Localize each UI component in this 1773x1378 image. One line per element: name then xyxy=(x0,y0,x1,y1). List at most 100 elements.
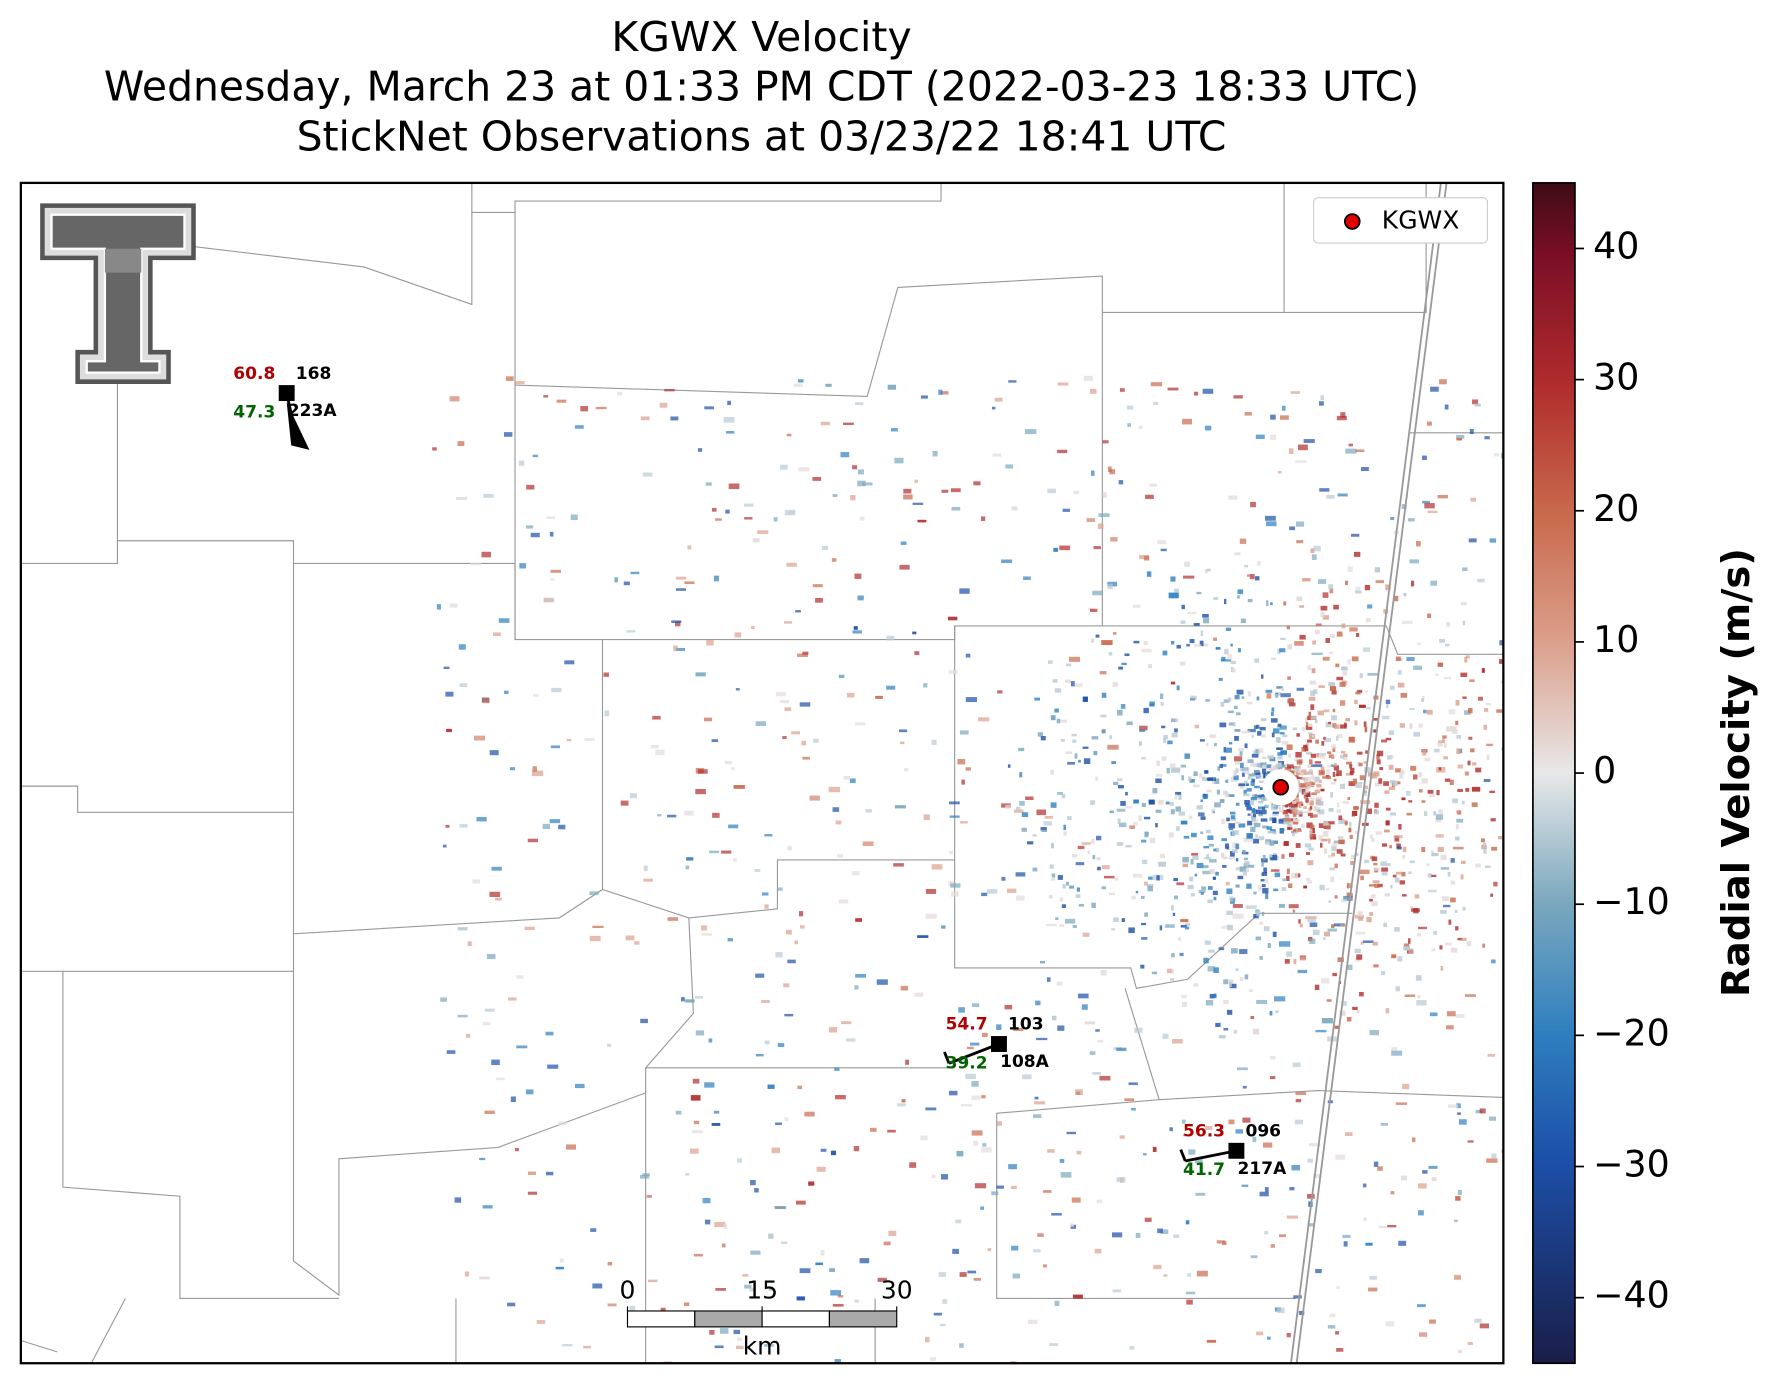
radar-gate xyxy=(1224,792,1230,798)
radar-gate xyxy=(1183,835,1190,839)
radar-gate xyxy=(1155,773,1163,777)
radar-gate xyxy=(476,817,487,822)
radar-gate xyxy=(800,925,805,929)
radar-gate xyxy=(1243,789,1247,795)
radar-gate xyxy=(1042,1264,1047,1268)
radar-gate xyxy=(1359,673,1363,679)
radar-gate xyxy=(1293,958,1297,965)
radar-gate xyxy=(1222,864,1227,868)
radar-gate xyxy=(1294,766,1301,769)
radar-gate xyxy=(1265,893,1269,900)
radar-gate xyxy=(1311,716,1317,720)
radar-gate xyxy=(1369,1275,1377,1280)
radar-gate xyxy=(1363,721,1367,727)
radar-gate xyxy=(1271,732,1275,738)
radar-gate xyxy=(1070,1223,1074,1227)
radar-gate xyxy=(1355,691,1361,695)
radar-gate xyxy=(589,935,601,942)
radar-gate xyxy=(1397,956,1403,962)
radar-gate xyxy=(528,1171,537,1175)
radar-gate xyxy=(1174,794,1178,800)
radar-gate xyxy=(1229,741,1233,745)
radar-gate xyxy=(701,925,707,931)
radar-gate xyxy=(1388,786,1396,790)
radar-gate xyxy=(754,1188,759,1193)
radar-gate xyxy=(1012,1273,1020,1279)
radar-gate xyxy=(459,683,468,688)
radar-gate xyxy=(1381,715,1390,720)
radar-gate xyxy=(1057,449,1068,454)
radar-gate xyxy=(1021,812,1029,818)
radar-gate xyxy=(1239,866,1246,872)
radar-gate xyxy=(440,997,447,1002)
radar-gate xyxy=(1280,415,1289,420)
radar-gate xyxy=(931,864,943,870)
radar-gate xyxy=(1257,561,1261,566)
radar-gate xyxy=(1369,898,1373,902)
radar-gate xyxy=(1418,1183,1427,1189)
radar-gate xyxy=(1354,948,1361,954)
radar-gate xyxy=(1233,770,1237,777)
radar-gate xyxy=(949,850,953,855)
radar-gate xyxy=(667,917,679,921)
radar-gate xyxy=(1220,701,1225,707)
colorbar-label: Radial Velocity (m/s) xyxy=(1714,548,1759,997)
radar-gate xyxy=(1006,888,1017,893)
radar-gate xyxy=(1251,778,1256,782)
radar-gate xyxy=(804,1111,815,1117)
radar-gate xyxy=(1252,819,1259,825)
radar-gate xyxy=(1116,1177,1126,1183)
radar-gate xyxy=(1266,693,1272,699)
radar-gate xyxy=(1060,738,1065,742)
radar-gate xyxy=(1063,831,1067,836)
radar-gate xyxy=(1242,1117,1251,1123)
radar-gate xyxy=(898,729,908,733)
radar-gate xyxy=(1464,771,1469,776)
radar-gate xyxy=(1116,778,1123,781)
radar-gate xyxy=(925,888,937,894)
radar-gate xyxy=(650,745,659,749)
radar-gate xyxy=(1021,827,1027,832)
radar-gate xyxy=(1390,517,1395,520)
radar-gate xyxy=(1235,968,1239,971)
radar-gate xyxy=(446,1050,456,1054)
radar-gate xyxy=(1295,460,1307,463)
radar-gate xyxy=(1499,640,1504,646)
radar-gate xyxy=(1310,763,1313,766)
radar-gate xyxy=(1042,1190,1052,1193)
radar-gate xyxy=(1232,913,1244,919)
radar-gate xyxy=(1176,826,1180,832)
radar-gate xyxy=(1284,959,1290,964)
radar-gate xyxy=(1341,666,1348,671)
radar-gate xyxy=(1252,794,1258,799)
radar-gate xyxy=(1387,1224,1397,1228)
radar-gate xyxy=(1294,758,1299,762)
radar-gate xyxy=(813,738,819,743)
radar-gate xyxy=(1193,784,1200,788)
radar-gate xyxy=(1336,415,1347,421)
radar-gate xyxy=(1205,999,1214,1006)
radar-gate xyxy=(1261,794,1266,797)
radar-gate xyxy=(1097,866,1101,871)
radar-gate xyxy=(1318,579,1327,584)
radar-gate xyxy=(1008,380,1017,383)
radar-gate xyxy=(1398,1240,1407,1246)
radar-gate xyxy=(1307,764,1312,768)
radar-gate xyxy=(1409,707,1415,711)
radar-gate xyxy=(1240,762,1244,768)
radar-gate xyxy=(853,1146,860,1152)
radar-gate xyxy=(1292,1062,1301,1068)
radar-gate xyxy=(965,767,971,771)
radar-gate xyxy=(1183,575,1195,579)
radar-gate xyxy=(1359,991,1364,997)
radar-gate xyxy=(1300,772,1304,776)
radar-gate xyxy=(1461,800,1465,805)
radar-gate xyxy=(1418,772,1422,778)
radar-gate xyxy=(1286,744,1293,751)
radar-gate xyxy=(1261,884,1266,888)
radar-gate xyxy=(1167,740,1173,745)
radar-gate xyxy=(1272,728,1280,734)
radar-gate xyxy=(1472,399,1479,405)
radar-gate xyxy=(1051,843,1054,849)
radar-gate xyxy=(1431,948,1436,952)
